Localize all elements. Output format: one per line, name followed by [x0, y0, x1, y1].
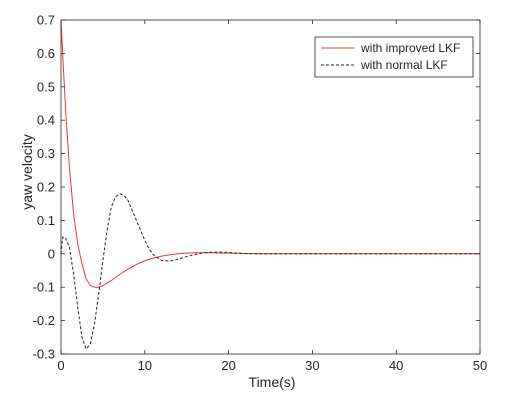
y-tick-label: 0.2	[37, 180, 55, 195]
x-tick-label: 0	[57, 358, 64, 373]
series-line-1	[60, 19, 480, 288]
legend-label-1: with improved LKF	[360, 41, 460, 55]
y-tick-label: -0.2	[33, 313, 55, 328]
y-tick-label: 0.3	[37, 146, 55, 161]
x-tick-label: 10	[138, 358, 152, 373]
y-tick-label: 0.1	[37, 213, 55, 228]
x-tick-label: 30	[305, 358, 319, 373]
x-tick-label: 40	[389, 358, 403, 373]
y-tick-label: 0.6	[37, 46, 55, 61]
x-axis-label: Time(s)	[249, 374, 296, 390]
y-tick-label: 0.4	[37, 113, 55, 128]
y-tick-label: 0.5	[37, 79, 55, 94]
y-axis-label: yaw velocity	[19, 134, 35, 209]
series-line-2	[60, 193, 480, 350]
legend: with improved LKF with normal LKF	[314, 36, 474, 78]
y-tick-label: 0	[48, 246, 55, 261]
x-tick-label: 20	[221, 358, 235, 373]
y-tick-label: 0.7	[37, 13, 55, 28]
y-tick-label: -0.3	[33, 347, 55, 362]
y-tick-label: -0.1	[33, 280, 55, 295]
legend-box	[314, 36, 474, 78]
x-tick-label: 50	[473, 358, 487, 373]
legend-label-2: with normal LKF	[360, 58, 448, 72]
